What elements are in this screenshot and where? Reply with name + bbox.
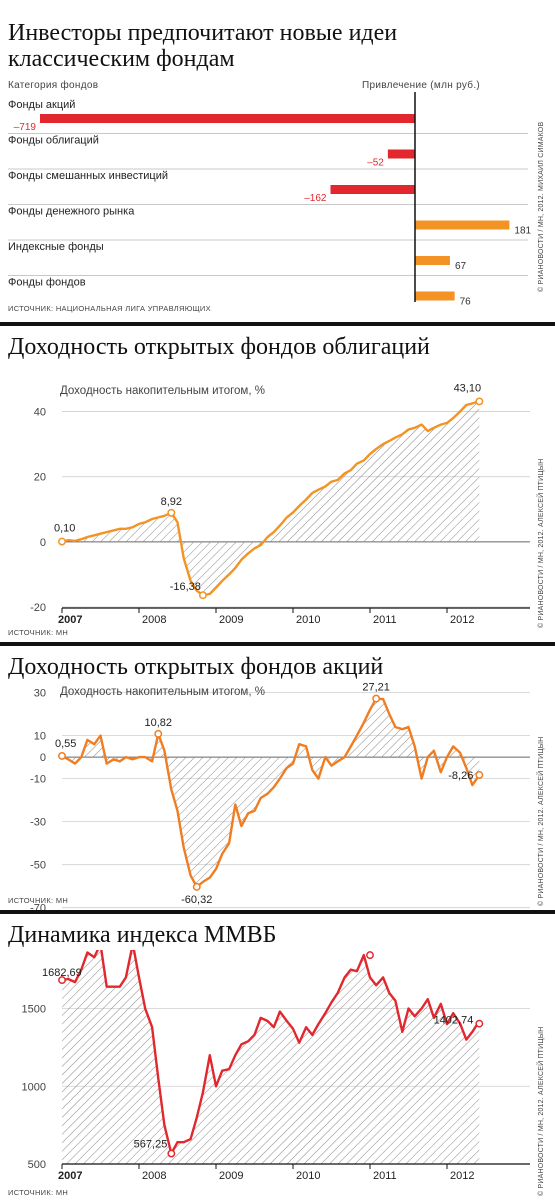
y-tick-label: 30 (34, 688, 46, 700)
y-tick-label: -20 (30, 602, 46, 614)
x-tick-label: 2008 (142, 614, 166, 626)
annotation-marker (366, 951, 374, 960)
y-tick-label: 40 (34, 407, 46, 419)
x-tick-label: 2011 (373, 614, 397, 626)
x-tick-label: 2008 (142, 1170, 166, 1182)
annotation-marker (58, 976, 66, 985)
y-tick-label: 0 (40, 752, 46, 764)
index-chart-source: источник: мн (8, 1188, 69, 1197)
bar (40, 114, 415, 123)
bonds-chart-credit: © РИАНОВОСТИ / МН, 2012. АЛЕКСЕЙ ПТИЦЫН (538, 458, 545, 628)
x-tick-label: 2010 (296, 1170, 320, 1182)
annotation-label: 0,10 (54, 523, 75, 535)
annotation-marker (167, 508, 176, 517)
annotation-marker (192, 882, 201, 891)
x-tick-label: 2007 (58, 1170, 82, 1182)
bonds-chart: 40 20 0 -20 2007 2008 2009 2010 2011 2012 Доходнос… (30, 382, 530, 626)
annotation-label: -60,32 (181, 894, 212, 906)
y-tick-label: -70 (30, 903, 46, 912)
bonds-chart-title: Доходность открытых фондов облигаций (8, 334, 430, 360)
bar-value-label: 67 (455, 261, 467, 272)
annotation-marker (167, 1149, 176, 1158)
stocks-chart-source: источник: мн (8, 896, 69, 905)
bar-chart-title: Инвесторы предпочитают новые идеи класси… (8, 20, 398, 72)
y-tick-label: 0 (40, 537, 46, 549)
bar-chart-source: источник: национальная лига управляющих (8, 304, 211, 313)
index-chart-title: Динамика индекса ММВБ (8, 922, 277, 948)
bar-chart: Фонды акций –719 Фонды облигаций –52 Фонды с… (8, 92, 532, 308)
annotation-marker (58, 751, 66, 760)
annotation-marker (372, 694, 381, 703)
annotation-label: -8,26 (448, 770, 473, 782)
chart-subtitle: Доходность накопительным итогом, % (60, 686, 265, 698)
stocks-chart: 30100-10-30-50-7020072008200920102011201… (30, 682, 530, 912)
bonds-chart-source: источник: мн (8, 628, 69, 637)
separator (0, 910, 555, 914)
annotation-label: 43,10 (454, 382, 482, 394)
bar (415, 256, 450, 265)
bar-chart-xlabel: Привлечение (млн руб.) (362, 80, 481, 91)
annotation-label: -16,38 (170, 581, 201, 593)
annotation-label: 8,92 (161, 496, 182, 508)
bar-value-label: 181 (514, 226, 531, 237)
bar-chart-ylabel: Категория фондов (8, 80, 99, 91)
area-fill (62, 698, 480, 887)
bar-category-label: Фонды облигаций (8, 135, 99, 147)
annotation-label: 567,25 (134, 1139, 168, 1151)
bar-value-label: –162 (304, 193, 327, 204)
y-tick-label: 500 (28, 1159, 46, 1171)
stocks-chart-credit: © РИАНОВОСТИ / МН, 2012. АЛЕКСЕЙ ПТИЦЫН (538, 736, 545, 906)
chart-subtitle: Доходность накопительным итогом, % (60, 385, 265, 397)
bar-category-label: Индексные фонды (8, 241, 104, 253)
x-tick-label: 2007 (58, 614, 82, 626)
annotation-marker (198, 591, 207, 600)
index-chart-credit: © РИАНОВОСТИ / МН, 2012. АЛЕКСЕЙ ПТИЦЫН (538, 1026, 545, 1196)
bar-category-label: Фонды фондов (8, 277, 86, 289)
area-fill (62, 401, 480, 596)
annotation-label: 0,55 (55, 738, 76, 750)
x-tick-label: 2010 (296, 614, 320, 626)
annotation-label: 1682,69 (42, 967, 82, 979)
y-tick-label: 20 (34, 472, 46, 484)
separator (0, 322, 555, 326)
series-line (61, 697, 481, 889)
bar (330, 185, 415, 194)
x-tick-label: 2011 (373, 1170, 397, 1182)
bar (415, 220, 510, 230)
x-tick-label: 2009 (219, 614, 243, 626)
separator (0, 642, 555, 646)
bar-chart-credit: © РИАНОВОСТИ / МН, 2012. МИХАИЛ СИМАКОВ (538, 121, 545, 292)
annotation-marker (154, 729, 163, 738)
annotation-marker (58, 537, 66, 546)
area-fill (62, 950, 480, 1164)
bar-category-label: Фонды смешанных инвестиций (8, 170, 168, 182)
annotation-label: 27,21 (362, 682, 390, 694)
y-tick-label: 1000 (22, 1081, 46, 1093)
x-tick-label: 2009 (219, 1170, 243, 1182)
series-line (61, 950, 481, 1155)
annotation-marker (475, 397, 484, 406)
annotation-marker (475, 1019, 484, 1028)
y-tick-label: 10 (34, 731, 46, 743)
y-tick-label: 1500 (22, 1004, 46, 1016)
stocks-chart-title: Доходность открытых фондов акций (8, 654, 384, 680)
annotation-label: 1402,74 (434, 1015, 474, 1027)
bar-value-label: 76 (460, 297, 472, 308)
bar-category-label: Фонды акций (8, 99, 75, 111)
y-tick-label: -50 (30, 860, 46, 872)
index-chart: 2000150010005002007200820092010201120121… (22, 950, 530, 1182)
bar (387, 149, 415, 159)
y-tick-label: -10 (30, 774, 46, 786)
x-tick-label: 2012 (450, 1170, 474, 1182)
bar-value-label: –52 (367, 158, 384, 169)
bar-value-label: –719 (14, 122, 37, 133)
bar (415, 291, 455, 301)
bar-category-label: Фонды денежного рынка (8, 206, 135, 218)
annotation-marker (475, 770, 484, 779)
y-tick-label: -30 (30, 817, 46, 829)
annotation-label: 10,82 (144, 717, 172, 729)
x-tick-label: 2012 (450, 614, 474, 626)
series-line (61, 400, 480, 597)
